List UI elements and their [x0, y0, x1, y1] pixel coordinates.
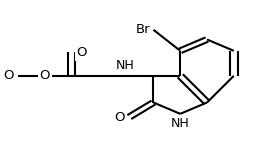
Text: Br: Br — [136, 23, 151, 36]
Text: O: O — [40, 69, 50, 82]
Text: NH: NH — [171, 117, 190, 130]
Text: O: O — [114, 111, 125, 124]
Text: O: O — [3, 69, 13, 82]
Text: O: O — [40, 69, 50, 82]
Text: Br: Br — [136, 23, 151, 36]
Text: O: O — [76, 46, 87, 59]
Text: NH: NH — [116, 59, 135, 72]
Text: NH: NH — [171, 117, 190, 130]
Text: O: O — [114, 111, 125, 124]
Text: NH: NH — [116, 59, 135, 72]
Text: O: O — [3, 69, 13, 82]
Text: O: O — [76, 46, 87, 59]
